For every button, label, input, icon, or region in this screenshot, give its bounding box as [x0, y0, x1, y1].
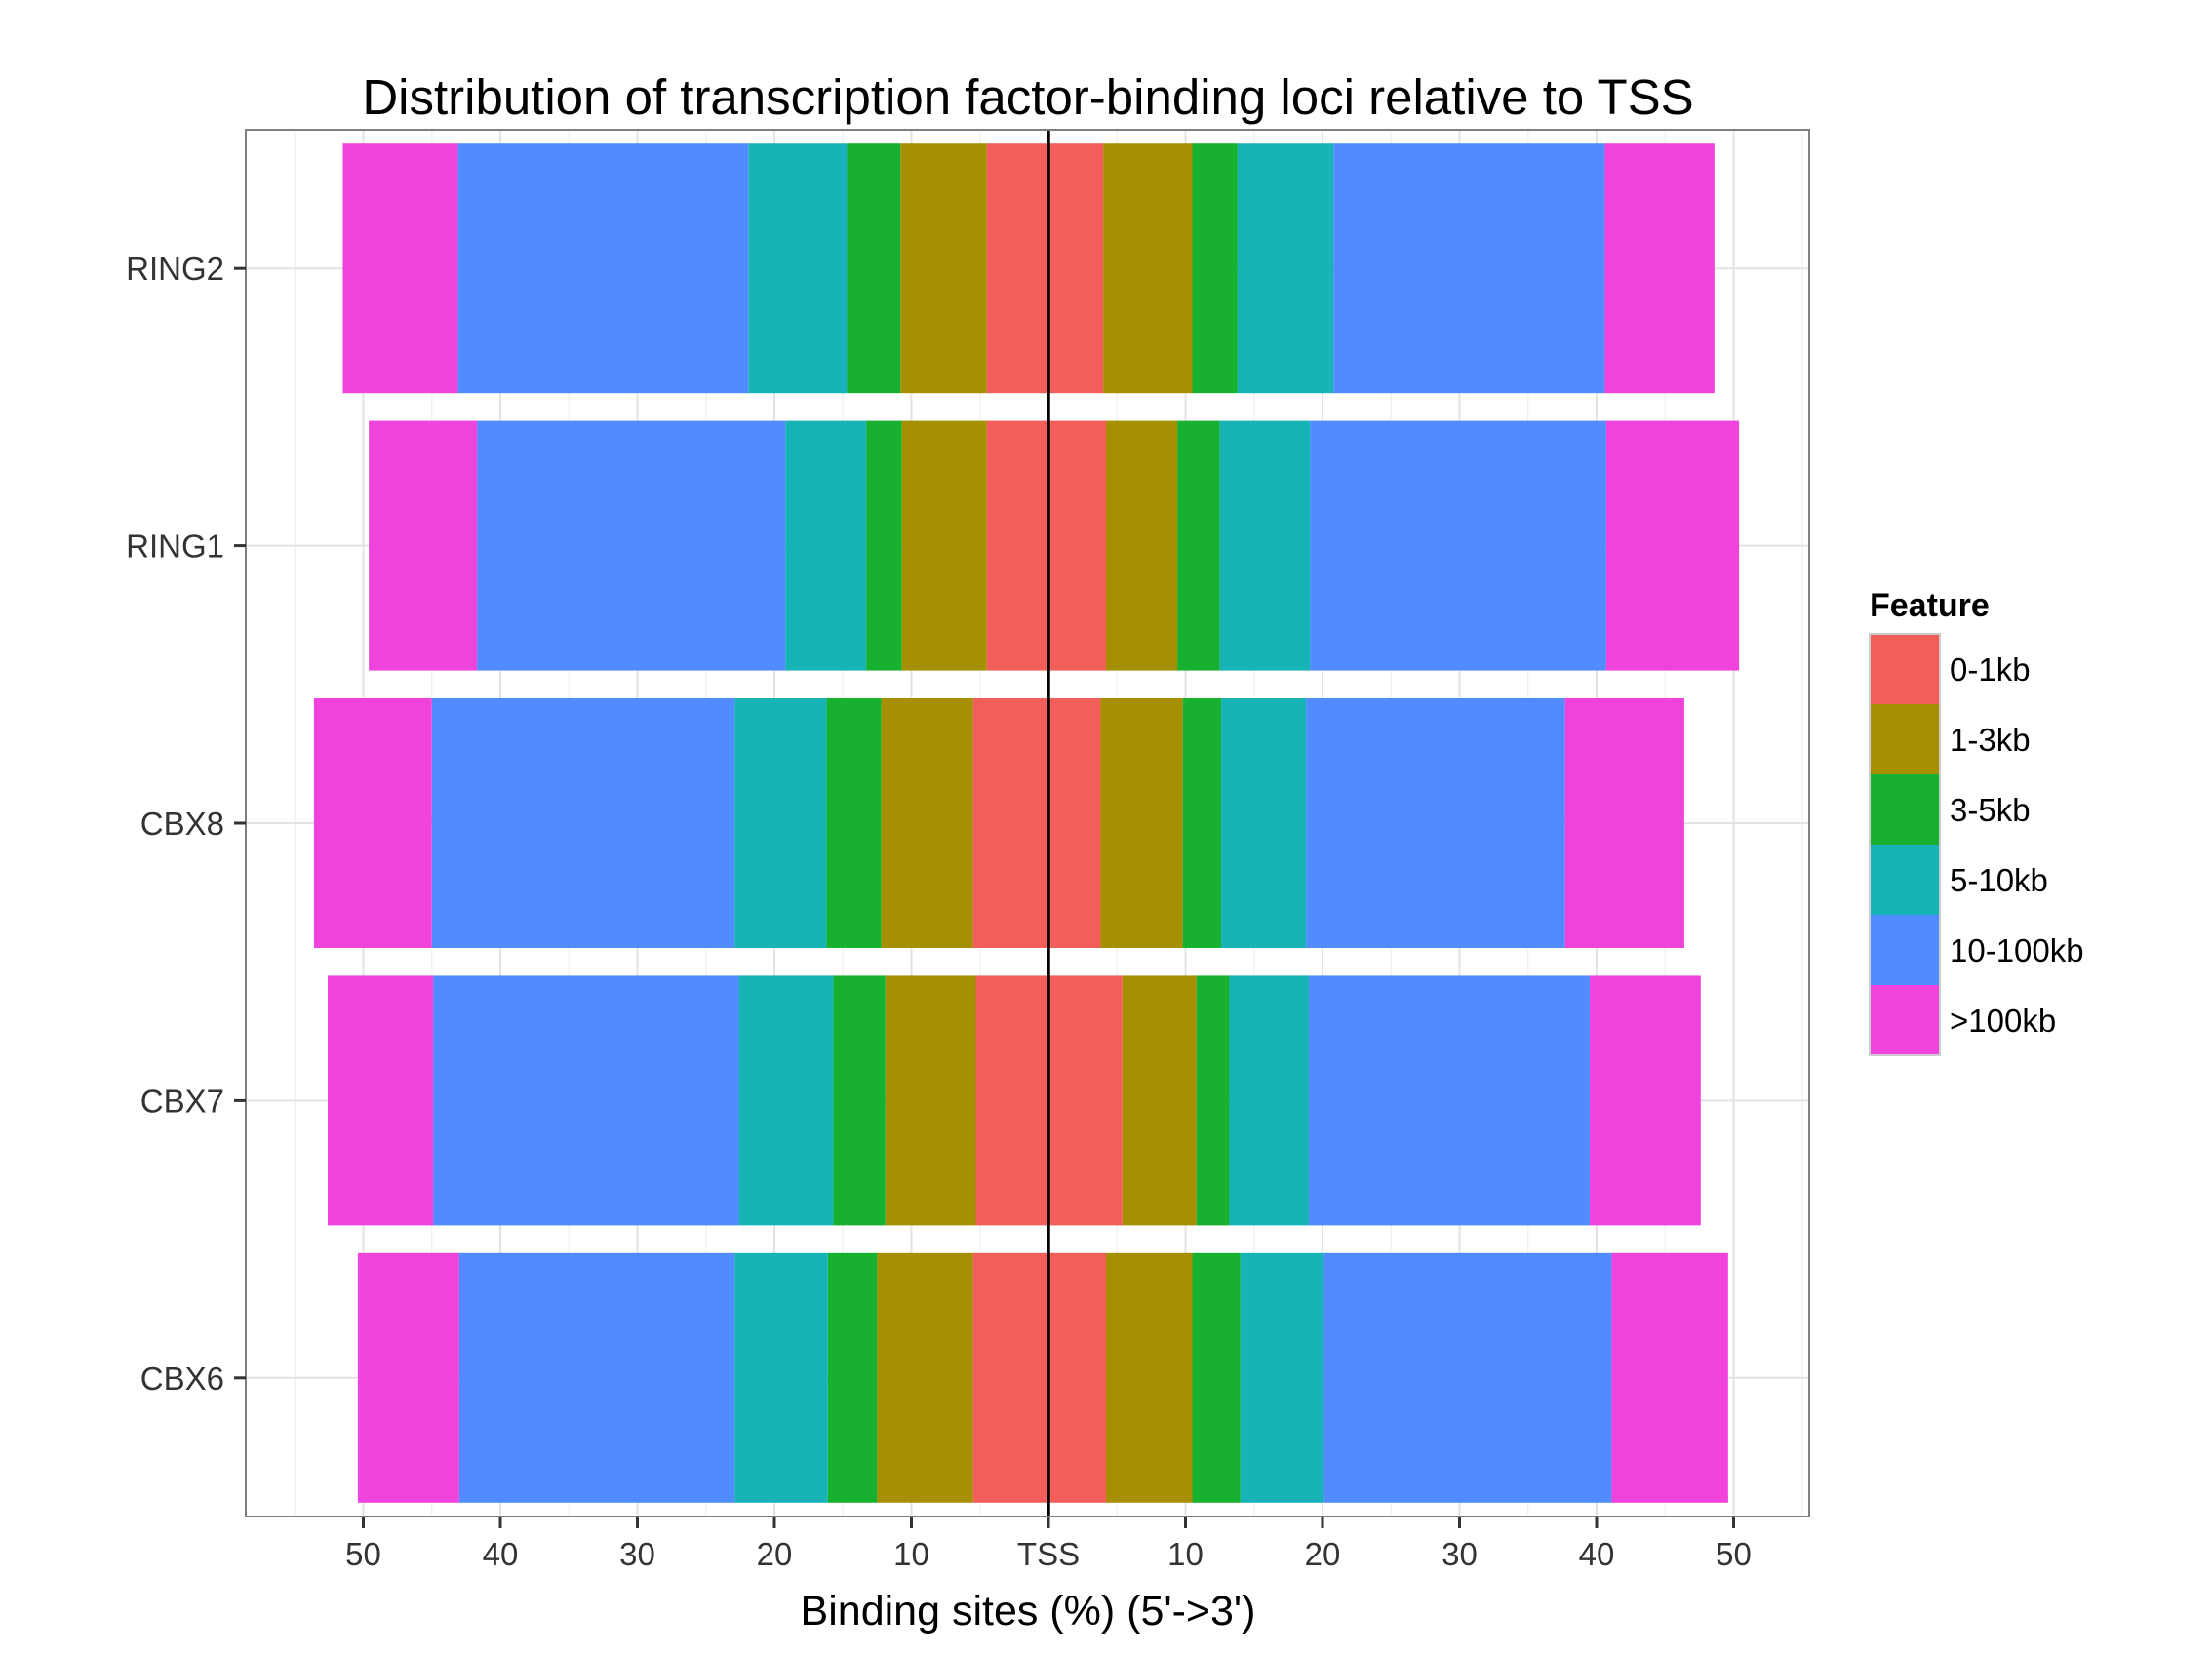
bar-segment-downstream — [1192, 143, 1238, 394]
bar-segment-upstream — [313, 698, 432, 948]
bar-segment-upstream — [847, 143, 901, 394]
bar-segment-upstream — [972, 698, 1048, 948]
bar-segment-upstream — [885, 975, 976, 1226]
x-tick-label: 10 — [893, 1536, 929, 1572]
bar-segment-downstream — [1103, 143, 1193, 394]
bar-segment-downstream — [1604, 143, 1715, 394]
x-tick-label: 20 — [757, 1536, 793, 1572]
legend-label: 5-10kb — [1950, 862, 2048, 898]
bar-segment-upstream — [327, 975, 434, 1226]
bar-segment-downstream — [1229, 975, 1309, 1226]
y-tick-label: CBX6 — [140, 1360, 224, 1397]
bar-segment-downstream — [1308, 975, 1590, 1226]
bar-segment-downstream — [1048, 420, 1107, 671]
bar-segment-upstream — [457, 143, 749, 394]
bar-segment-downstream — [1589, 975, 1701, 1226]
bar-segment-upstream — [748, 143, 848, 394]
bar-segment-upstream — [833, 975, 886, 1226]
legend-title: Feature — [1870, 587, 1990, 624]
chart-title: Distribution of transcription factor-bin… — [362, 69, 1693, 125]
x-axis-title: Binding sites (%) (5'->3') — [801, 1588, 1256, 1635]
bar-segment-downstream — [1611, 1252, 1728, 1503]
legend-label: >100kb — [1950, 1003, 2056, 1039]
legend-label: 3-5kb — [1950, 792, 2031, 828]
legend-key-border — [1869, 633, 1941, 1056]
bar-segment-upstream — [433, 975, 739, 1226]
bar-segment-upstream — [738, 975, 834, 1226]
x-tick-label: TSS — [1017, 1536, 1080, 1572]
legend: Feature 0-1kb 1-3kb 3-5kb 5-10kb 10-100kb >10… — [1869, 587, 2084, 1056]
bar-segment-downstream — [1106, 420, 1178, 671]
x-tick-label: 50 — [1716, 1536, 1752, 1572]
x-tick-label: 10 — [1167, 1536, 1204, 1572]
bar-segment-upstream — [827, 1252, 878, 1503]
bar-segment-downstream — [1196, 975, 1230, 1226]
bar-segment-upstream — [431, 698, 735, 948]
x-tick-label: 30 — [619, 1536, 655, 1572]
x-tick-label: 40 — [1579, 1536, 1615, 1572]
bar-segment-upstream — [342, 143, 458, 394]
bar-segment-upstream — [357, 1252, 459, 1503]
bar-segment-upstream — [986, 143, 1048, 394]
bar-segment-downstream — [1122, 975, 1197, 1226]
legend-key — [1870, 915, 1940, 985]
legend-key — [1870, 845, 1940, 915]
bar-segment-upstream — [866, 420, 902, 671]
legend-key — [1870, 985, 1940, 1055]
bar-segment-upstream — [881, 698, 973, 948]
bar-segment-upstream — [458, 1252, 735, 1503]
bar-segment-upstream — [785, 420, 867, 671]
bar-segment-upstream — [877, 1252, 973, 1503]
y-tick-label: RING2 — [126, 251, 224, 287]
bar-segment-downstream — [1310, 420, 1606, 671]
bar-segment-downstream — [1048, 975, 1123, 1226]
y-tick-label: CBX7 — [140, 1083, 224, 1119]
bar-segment-upstream — [986, 420, 1048, 671]
bar-segment-upstream — [826, 698, 882, 948]
bar-segment-downstream — [1323, 1252, 1612, 1503]
legend-key — [1870, 704, 1940, 774]
bar-segment-downstream — [1048, 1252, 1107, 1503]
bar-segment-upstream — [972, 1252, 1048, 1503]
bar-segment-downstream — [1219, 420, 1311, 671]
bar-segment-upstream — [369, 420, 478, 671]
bar-segment-upstream — [901, 420, 987, 671]
bar-segment-downstream — [1106, 1252, 1193, 1503]
plot-area — [245, 129, 1810, 1517]
bar-segment-downstream — [1182, 698, 1222, 948]
x-tick-label: 40 — [483, 1536, 519, 1572]
bar-segment-downstream — [1333, 143, 1605, 394]
legend-key — [1870, 774, 1940, 845]
bar-segment-upstream — [734, 1252, 828, 1503]
bar-segment-upstream — [477, 420, 786, 671]
bar-segment-downstream — [1192, 1252, 1241, 1503]
bar-segment-downstream — [1048, 143, 1104, 394]
bar-segment-downstream — [1100, 698, 1183, 948]
bar-segment-upstream — [734, 698, 827, 948]
y-tick-label: RING1 — [126, 529, 224, 565]
bar-segment-downstream — [1221, 698, 1307, 948]
bar-segment-downstream — [1564, 698, 1684, 948]
bar-segment-downstream — [1605, 420, 1740, 671]
y-tick-label: CBX8 — [140, 806, 224, 842]
legend-label: 0-1kb — [1950, 651, 2031, 688]
legend-label: 1-3kb — [1950, 722, 2031, 758]
bar-segment-downstream — [1177, 420, 1220, 671]
bar-segment-downstream — [1048, 698, 1101, 948]
y-axis: RING2 RING1 CBX8 CBX7 CBX6 — [126, 251, 246, 1397]
bar-segment-downstream — [1306, 698, 1565, 948]
bar-segment-downstream — [1237, 143, 1334, 394]
legend-key — [1870, 634, 1940, 704]
x-axis: 50 40 30 20 10 TSS 10 20 30 40 50 — [345, 1517, 1752, 1572]
x-tick-label: 20 — [1305, 1536, 1341, 1572]
bar-segment-downstream — [1240, 1252, 1324, 1503]
bar-segment-upstream — [975, 975, 1048, 1226]
x-tick-label: 50 — [345, 1536, 381, 1572]
legend-label: 10-100kb — [1950, 932, 2084, 968]
bar-segment-upstream — [900, 143, 987, 394]
x-tick-label: 30 — [1442, 1536, 1478, 1572]
